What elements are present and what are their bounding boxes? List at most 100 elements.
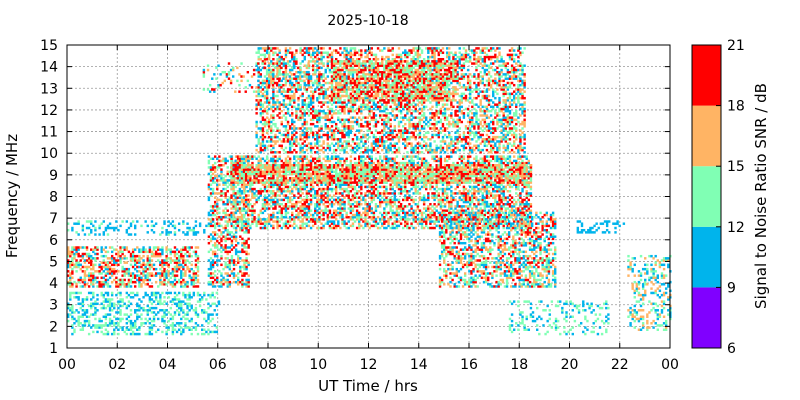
data-cell [257,181,260,184]
data-cell [186,326,189,329]
data-cell [205,330,208,334]
data-cell [297,215,300,219]
data-cell [201,324,204,327]
data-cell [473,157,476,161]
data-cell [471,185,474,189]
data-cell [272,170,275,173]
data-cell [469,205,472,208]
data-cell [309,174,313,178]
data-cell [278,174,281,178]
data-cell [376,185,380,189]
data-cell [345,183,348,186]
data-cell [220,254,223,258]
data-cell [364,194,367,197]
data-cell [218,228,221,232]
data-cell [121,265,124,269]
data-cell [127,285,131,288]
data-cell [288,185,292,189]
data-cell [207,211,211,215]
data-cell [416,207,420,210]
data-cell [169,272,172,275]
data-cell [284,174,288,178]
data-cell [148,250,152,254]
data-cell [234,205,237,208]
data-cell [238,177,242,180]
data-cell [395,209,399,212]
data-cell [418,218,422,221]
data-cell [249,213,252,217]
data-cell [87,315,91,318]
data-cell [433,211,436,215]
data-cell [288,215,292,219]
data-cell [389,185,392,189]
data-cell [150,328,154,331]
data-cell [406,213,409,217]
data-cell [445,192,449,195]
data-cell [422,185,426,189]
data-cell [102,261,105,264]
data-cell [142,248,145,251]
data-cell [177,278,181,282]
data-cell [353,194,357,197]
data-cell [245,283,248,286]
data-cell [213,196,217,199]
data-cell [293,166,296,169]
data-cell [355,200,359,204]
data-cell [448,157,451,161]
data-cell [213,278,217,282]
data-cell [431,196,434,199]
data-cell [489,192,493,195]
data-cell [154,280,158,284]
data-cell [466,205,470,208]
data-cell [69,309,72,312]
data-cell [318,179,321,182]
data-cell [104,313,108,316]
data-cell [448,207,451,210]
data-cell [364,215,367,219]
data-cell [167,291,170,295]
data-cell [182,291,185,295]
data-cell [332,194,336,197]
data-cell [253,181,256,184]
data-cell [67,270,70,273]
data-cell [272,155,275,158]
data-cell [154,222,158,225]
data-cell [226,224,229,228]
data-cell [213,209,217,212]
data-cell [81,285,85,288]
data-cell [218,280,221,284]
data-cell [148,296,152,299]
data-cell [293,183,296,186]
data-cell [322,164,325,167]
data-cell [299,157,302,161]
data-cell [236,192,239,195]
data-cell [477,202,480,206]
data-cell [433,192,436,195]
data-cell [96,270,99,273]
data-cell [163,270,166,273]
data-cell [245,231,248,234]
data-cell [159,300,162,303]
data-cell [167,296,170,299]
data-cell [232,213,235,217]
data-cell [240,166,244,169]
data-cell [272,200,275,204]
data-cell [207,241,211,245]
data-cell [314,209,317,212]
data-cell [316,192,319,195]
data-cell [314,202,317,206]
data-cell [211,192,215,195]
data-cell [385,213,388,217]
data-cell [224,183,227,186]
data-cell [510,185,514,189]
data-cell [494,198,497,202]
data-cell [368,190,371,193]
data-cell [234,222,238,225]
data-cell [291,177,294,180]
data-cell [410,155,413,158]
data-cell [69,265,72,269]
data-cell [207,222,211,225]
data-cell [366,185,369,189]
data-cell [307,177,311,180]
data-cell [450,198,453,202]
